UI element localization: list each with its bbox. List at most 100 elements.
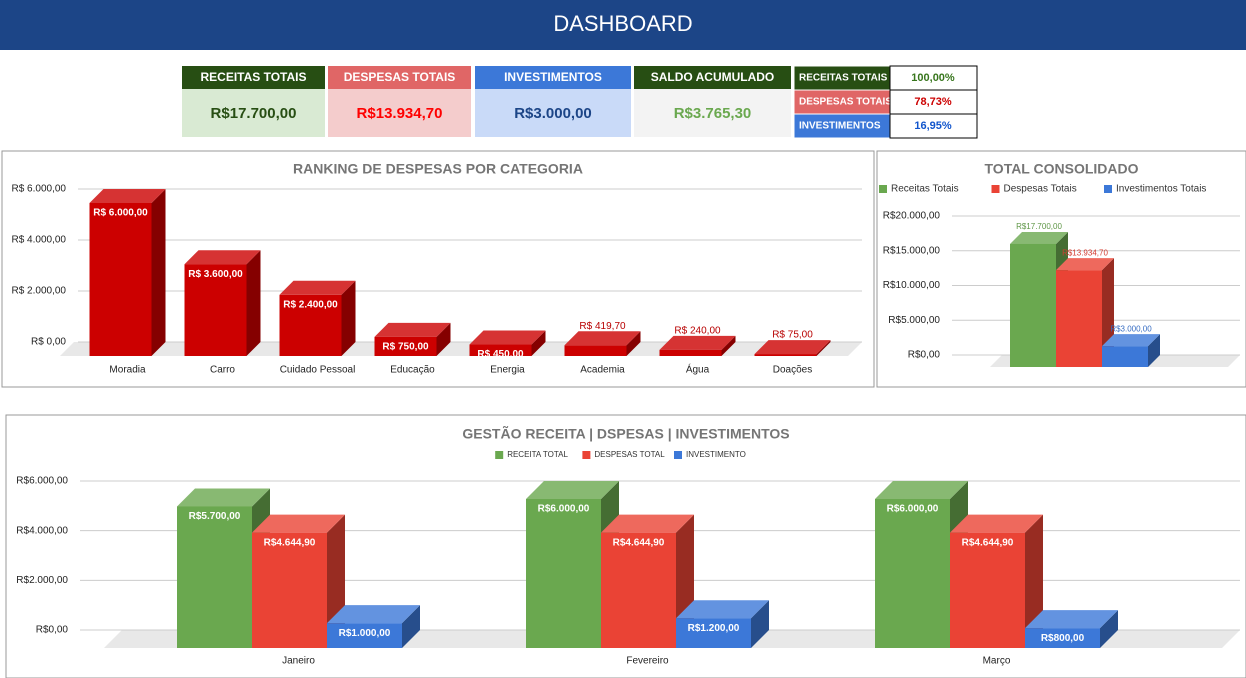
data-label: R$1.200,00 [688, 623, 740, 634]
y-tick-label: R$0,00 [908, 350, 941, 361]
header-bar [0, 0, 1246, 50]
x-tick-label: Educação [390, 365, 435, 376]
kpi-value-bg [182, 89, 325, 137]
bar-side [151, 189, 166, 356]
x-tick-label: Carro [210, 365, 235, 376]
y-tick-label: R$ 2.000,00 [12, 286, 67, 297]
table-label: RECEITAS TOTAIS [799, 73, 888, 84]
kpi-value: R$17.700,00 [211, 105, 297, 122]
kpi-value-bg [634, 89, 791, 137]
kpi-title-bg [182, 66, 325, 89]
chart-floor [60, 342, 862, 356]
table-label-cell [793, 89, 891, 115]
bar-side [341, 280, 356, 356]
kpi-value: R$13.934,70 [357, 105, 443, 122]
y-tick-label: R$2.000,00 [16, 575, 68, 586]
data-label: R$ 419,70 [579, 321, 626, 332]
y-tick-label: R$10.000,00 [883, 280, 941, 291]
data-label: R$3.000,00 [1110, 324, 1152, 333]
bar-side [816, 340, 831, 356]
bar [89, 203, 152, 356]
kpi-title: RECEITAS TOTAIS [200, 70, 306, 84]
bar [676, 618, 751, 648]
bar [469, 344, 532, 356]
table-label-cell [793, 113, 891, 139]
x-tick-label: Doações [773, 365, 812, 376]
legend-label: Despesas Totais [1004, 184, 1077, 195]
legend-label: RECEITA TOTAL [507, 450, 568, 459]
data-label: R$13.934,70 [1062, 248, 1108, 257]
data-label: R$ 75,00 [772, 330, 813, 341]
x-tick-label: Energia [490, 365, 525, 376]
y-tick-label: R$5.000,00 [888, 315, 940, 326]
bar-top [1102, 334, 1160, 347]
y-tick-label: R$6.000,00 [16, 476, 68, 487]
bar-top [601, 514, 694, 533]
y-tick-label: R$15.000,00 [883, 245, 941, 256]
bar [1025, 628, 1100, 648]
legend-label: Receitas Totais [891, 184, 959, 195]
bar [526, 499, 601, 648]
bar [177, 506, 252, 648]
data-label: R$5.700,00 [189, 511, 241, 522]
bar-top [279, 280, 356, 295]
data-label: R$4.644,90 [264, 537, 316, 548]
kpi-title: SALDO ACUMULADO [651, 70, 775, 84]
kpi-value: R$3.000,00 [514, 105, 592, 122]
table-value: 100,00% [911, 72, 955, 84]
bar [601, 532, 676, 648]
table-value: 16,95% [914, 120, 952, 132]
x-tick-label: Moradia [109, 365, 146, 376]
table-label: INVESTIMENTOS [799, 121, 881, 132]
kpi-title-bg [475, 66, 631, 89]
bar-top [659, 335, 736, 350]
legend-label: INVESTIMENTO [686, 450, 746, 459]
bar-top [184, 250, 261, 265]
kpi-title: DESPESAS TOTAIS [344, 70, 456, 84]
kpi-value: R$3.765,30 [674, 105, 752, 122]
bar [950, 532, 1025, 648]
legend-swatch [582, 451, 591, 459]
bar [374, 336, 437, 356]
data-label: R$800,00 [1041, 633, 1085, 644]
table-value: 78,73% [914, 96, 952, 108]
bar [1056, 270, 1102, 367]
bar [754, 354, 817, 356]
kpi-value-bg [328, 89, 471, 137]
bar [1102, 346, 1148, 367]
header-title: DASHBOARD [553, 11, 692, 36]
table-label: DESPESAS TOTAIS [799, 97, 892, 108]
kpi-title: INVESTIMENTOS [504, 70, 602, 84]
bar-top [327, 605, 420, 624]
legend-swatch [495, 451, 504, 459]
bar-top [1010, 231, 1068, 244]
table-label-cell [793, 65, 891, 91]
bar [659, 349, 722, 356]
kpi-value-bg [475, 89, 631, 137]
data-label: R$4.644,90 [962, 537, 1014, 548]
y-tick-label: R$ 0,00 [31, 337, 66, 348]
bar-top [469, 330, 546, 345]
legend-swatch [1104, 185, 1112, 193]
bar-side [721, 335, 736, 356]
legend-swatch [674, 451, 682, 459]
chart-title: TOTAL CONSOLIDADO [985, 161, 1139, 177]
bar-top [676, 600, 769, 619]
legend-label: DESPESAS TOTAL [594, 450, 665, 459]
bar-side [626, 331, 641, 356]
data-label: R$6.000,00 [538, 504, 590, 515]
y-tick-label: R$20.000,00 [883, 211, 941, 222]
y-tick-label: R$ 6.000,00 [12, 184, 67, 195]
bar-top [374, 322, 451, 337]
bar-top [252, 514, 345, 533]
x-tick-label: Janeiro [282, 656, 315, 667]
x-tick-label: Academia [580, 365, 625, 376]
data-label: R$ 6.000,00 [93, 208, 148, 219]
table-value-cell [889, 113, 978, 139]
bar-top [89, 189, 166, 203]
bar-top [564, 331, 641, 346]
chart-title: GESTÃO RECEITA | DSPESAS | INVESTIMENTOS [462, 425, 789, 442]
bar-side [1100, 610, 1118, 648]
